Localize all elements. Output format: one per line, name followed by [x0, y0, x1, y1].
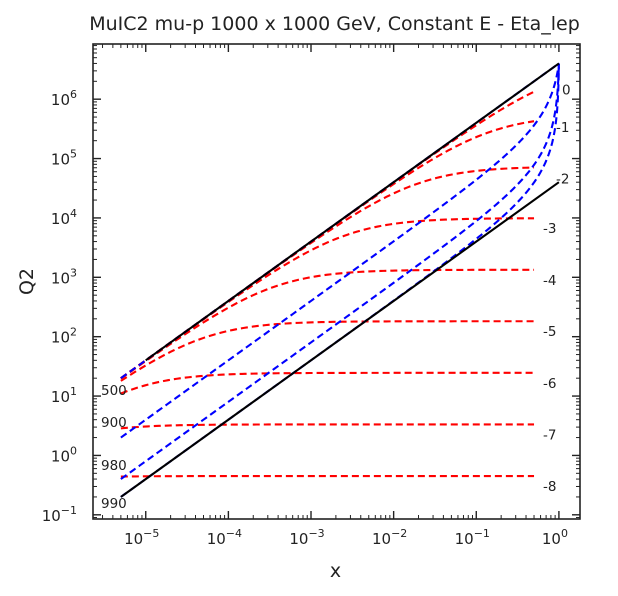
eta-annotation: -1 [556, 120, 569, 136]
eta-line [120, 166, 535, 380]
eta-line [120, 268, 535, 380]
eta-annotation: -2 [556, 172, 569, 188]
eta-annotation: -6 [543, 376, 556, 392]
energy-line [120, 63, 560, 439]
y-tick-label: 10−1 [42, 504, 77, 525]
eta-line [120, 90, 535, 380]
energy-annotation: 500 [101, 383, 127, 399]
axis-ticks: 10−5 10−4 10−3 10−2 10−1 100 10−1 100 101 102 103 1… [42, 44, 580, 548]
x-tick-label: 10−3 [289, 527, 324, 548]
boundary-line [120, 181, 560, 498]
y-axis-label: Q2 [16, 268, 38, 295]
y-tick-label: 100 [51, 444, 77, 465]
energy-annotation: 990 [101, 496, 127, 512]
energy-line [120, 63, 560, 480]
plot-area [120, 62, 560, 498]
eta-line [120, 217, 535, 380]
y-tick-label: 106 [51, 88, 77, 109]
eta-annotation: -8 [543, 479, 556, 495]
axes-frame [92, 43, 581, 520]
energy-annotation: 980 [101, 458, 127, 474]
y-tick-label: 104 [51, 207, 77, 228]
x-tick-label: 10−5 [124, 527, 159, 548]
y-tick-label: 101 [51, 385, 77, 406]
x-tick-label: 100 [542, 527, 568, 548]
x-tick-label: 10−1 [455, 527, 490, 548]
eta-line [120, 423, 535, 430]
y-tick-label: 105 [51, 148, 77, 169]
eta-line [120, 320, 535, 382]
boundary-line [145, 62, 560, 362]
energy-annotation: 900 [101, 415, 127, 431]
y-tick-label: 103 [51, 266, 77, 287]
eta-line [120, 371, 535, 395]
eta-annotation: -7 [543, 427, 556, 443]
eta-line [120, 120, 535, 380]
x-tick-label: 10−4 [207, 527, 242, 548]
eta-line [120, 474, 535, 478]
eta-annotation: -3 [543, 221, 556, 237]
x-tick-label: 10−2 [372, 527, 407, 548]
eta-annotation: -5 [543, 324, 556, 340]
x-axis-label: x [330, 560, 341, 582]
chart-title: MuIC2 mu-p 1000 x 1000 GeV, Constant E -… [89, 13, 580, 35]
eta-annotation: 0 [562, 82, 571, 98]
y-tick-label: 102 [51, 326, 77, 347]
eta-annotation: -4 [543, 273, 556, 289]
